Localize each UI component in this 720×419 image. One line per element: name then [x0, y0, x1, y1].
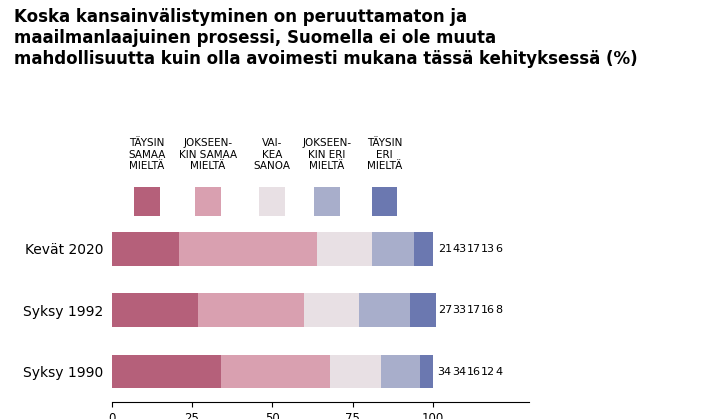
Bar — [112, 293, 198, 327]
Text: 12: 12 — [481, 367, 495, 377]
Bar — [179, 232, 318, 266]
Text: 33: 33 — [452, 305, 466, 315]
Bar — [420, 354, 433, 388]
Bar — [318, 232, 372, 266]
Text: JOKSEEN-
KIN ERI
MIELTÄ: JOKSEEN- KIN ERI MIELTÄ — [302, 138, 351, 171]
Text: JOKSEEN-
KIN SAMAA
MIELTÄ: JOKSEEN- KIN SAMAA MIELTÄ — [179, 138, 237, 171]
Bar — [413, 232, 433, 266]
Text: 17: 17 — [467, 305, 481, 315]
Text: 34: 34 — [452, 367, 467, 377]
Bar — [112, 232, 179, 266]
Text: 17: 17 — [467, 243, 481, 253]
Text: 4: 4 — [495, 367, 503, 377]
Text: 8: 8 — [495, 305, 503, 315]
Bar — [382, 354, 420, 388]
Text: 16: 16 — [467, 367, 480, 377]
Bar — [112, 354, 221, 388]
Text: VAI-
KEA
SANOA: VAI- KEA SANOA — [253, 138, 291, 171]
Bar — [410, 293, 436, 327]
Text: 6: 6 — [495, 243, 503, 253]
Text: 27: 27 — [438, 305, 452, 315]
Bar — [372, 187, 397, 216]
Bar — [330, 354, 382, 388]
Bar — [305, 293, 359, 327]
Bar — [221, 354, 330, 388]
Bar — [198, 293, 305, 327]
Text: TÄYSIN
ERI
MIELTÄ: TÄYSIN ERI MIELTÄ — [367, 138, 402, 171]
Text: 16: 16 — [481, 305, 495, 315]
Bar — [314, 187, 340, 216]
Bar — [134, 187, 160, 216]
Text: TÄYSIN
SAMAA
MIELTÄ: TÄYSIN SAMAA MIELTÄ — [128, 138, 166, 171]
Text: 21: 21 — [438, 243, 451, 253]
Text: 13: 13 — [481, 243, 495, 253]
Text: 34: 34 — [438, 367, 451, 377]
Text: 43: 43 — [452, 243, 467, 253]
Bar — [195, 187, 221, 216]
Bar — [359, 293, 410, 327]
Bar — [259, 187, 285, 216]
Text: Koska kansainvälistyminen on peruuttamaton ja
maailmanlaajuinen prosessi, Suomel: Koska kansainvälistyminen on peruuttamat… — [14, 8, 638, 68]
Bar — [372, 232, 413, 266]
